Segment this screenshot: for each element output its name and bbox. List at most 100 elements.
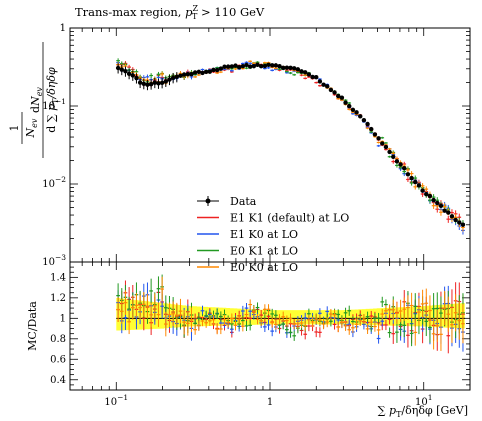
data-point [115,65,121,71]
data-point [222,64,227,69]
data-point [295,67,301,72]
y-tick-label-upper: 1 [60,23,66,34]
ylabel-lower-text: MC/Data [26,301,39,351]
series-2-upper [116,60,465,235]
x-tick-label: 101 [415,393,433,408]
legend-label: E1 K1 (default) at LO [230,212,349,225]
data-point [402,165,407,171]
series-1-upper [116,61,465,229]
data-point [431,197,436,203]
data-point [152,80,157,85]
data-point [343,100,348,105]
data-point [405,172,411,177]
legend-item-0: Data [197,195,257,208]
data-point [192,70,198,75]
data-point [159,80,165,86]
data-point [339,95,345,100]
x-tick-label: 1 [267,397,273,408]
legend-item-1: E1 K1 (default) at LO [197,212,349,225]
data-point [262,63,268,69]
legend-swatch-marker [205,198,211,204]
data-point [284,65,290,70]
y-axis-label-lower: MC/Data [26,301,39,351]
chart-title: Trans-max region, pZ T > 110 GeV [75,4,265,21]
data-point [314,75,319,80]
data-point [350,107,356,113]
data-point [413,179,418,185]
data-point [460,222,466,227]
data-point [394,159,400,164]
legend-item-4: E0 K0 at LO [197,261,298,274]
data-point [358,114,363,119]
data-point [229,64,235,69]
data-point [442,208,447,213]
data-point [376,136,381,141]
legend: Data E1 K1 (default) at LO E1 K0 at LO E0 K… [197,195,349,274]
data-point [280,65,286,71]
data-point [446,210,451,215]
data-point [365,121,370,127]
data-point [453,217,458,223]
series-4-lower [116,276,465,351]
y-tick-label-lower: 1.2 [50,293,66,304]
legend-item-3: E0 K1 at LO [197,245,298,258]
data-point [130,73,135,78]
data-point [200,70,205,76]
y-tick-label-upper: 10−3 [42,253,66,268]
data-point [141,81,146,86]
data-point [424,191,429,197]
ylabel-dn: dNev [29,87,44,113]
data-point [255,62,260,68]
data-point [148,81,154,87]
data-point [416,183,422,188]
data-point [383,144,389,150]
data-point [167,77,172,82]
data-point [233,63,238,68]
ylabel-fraction-1: 1 Nev [8,112,39,144]
data-point [185,72,191,77]
y-tick-label-lower: 0.4 [50,375,66,386]
ylabel-denominator: d ∑ pT/δηδφ [45,67,60,133]
y-tick-label-upper: 10−1 [42,97,66,112]
y-tick-label-upper: 10−2 [42,175,66,190]
lower-axis-ticks: 10−1 1 101 1.4 1.2 1 0.8 0.6 0.4 [50,261,471,408]
legend-label: E0 K1 at LO [230,245,298,258]
data-point [269,63,275,68]
x-axis-label: ∑ pT/δηδφ [GeV] [378,404,468,419]
data-point [398,162,403,167]
xlabel-text: ∑ pT/δηδφ [GeV] [378,404,468,419]
upper-axis-ticks: 1 10−1 10−2 10−3 [42,23,471,268]
ylabel-nev: Nev [24,118,39,138]
data-point [387,149,392,155]
data-point [211,67,216,73]
data-point [251,63,257,69]
series-4-upper [116,60,465,232]
data-point [156,81,161,86]
data-point [328,87,334,93]
x-tick-label: 10−1 [104,393,128,408]
data-point [163,79,169,84]
data-point [134,75,139,81]
data-point [457,220,462,225]
data-point [119,67,124,72]
data-point [137,80,143,85]
data-point [336,93,341,99]
legend-label: Data [230,195,257,208]
y-tick-label-lower: 0.8 [50,334,66,345]
chart-title-text: Trans-max region, pZ T > 110 GeV [75,4,265,21]
y-tick-label-lower: 1 [60,313,66,324]
data-point [361,117,367,123]
data-point [240,63,246,69]
data-point [273,63,279,68]
data-point [369,126,374,132]
data-point [380,141,385,146]
legend-label: E1 K0 at LO [230,228,298,241]
data-point [266,62,271,68]
y-tick-label-lower: 1.4 [50,272,66,283]
data-point [420,188,425,193]
data-point [321,82,326,87]
